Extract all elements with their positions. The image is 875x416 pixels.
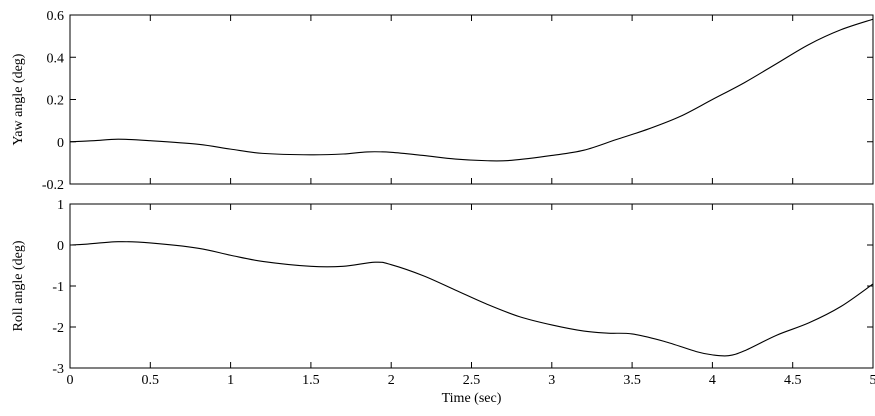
roll-x-tick-label: 1.5 — [302, 373, 320, 388]
roll-x-tick-label: 4.5 — [784, 373, 802, 388]
yaw-y-tick-label: 0 — [57, 136, 64, 151]
roll-series-line — [69, 241, 874, 357]
roll-x-axis-label: Time (sec) — [442, 391, 502, 406]
roll-x-tick-label: 4 — [709, 373, 716, 388]
roll-x-tick-label: 0 — [67, 373, 74, 388]
roll-plot: 0 0.5 1 1.5 2 2.5 3 3.5 4 4.5 5 -3 -2 -1 0 1 Roll angle … — [11, 198, 875, 406]
roll-y-tick-label: -3 — [52, 362, 64, 377]
roll-y-tick-label: 1 — [57, 198, 64, 213]
roll-x-tick-label: 1 — [227, 373, 234, 388]
roll-x-tick-label: 3 — [548, 373, 555, 388]
roll-y-axis-label: Roll angle (deg) — [11, 240, 26, 331]
yaw-y-tick-label: 0.2 — [47, 94, 65, 109]
roll-x-tick-label: 3.5 — [623, 373, 641, 388]
roll-axes-frame — [69, 203, 874, 369]
yaw-series-line — [69, 18, 874, 162]
roll-y-tick-label: -1 — [52, 280, 64, 295]
yaw-y-axis-label: Yaw angle (deg) — [11, 53, 26, 145]
yaw-axes-frame — [69, 14, 874, 185]
yaw-plot: -0.2 0 0.2 0.4 0.6 Yaw angle (deg) — [11, 9, 874, 193]
roll-x-tick-label: 5 — [870, 373, 875, 388]
roll-y-tick-label: 0 — [57, 239, 64, 254]
roll-x-tick-label: 2.5 — [463, 373, 481, 388]
yaw-y-tick-label: 0.6 — [47, 9, 65, 24]
yaw-y-tick-label: -0.2 — [42, 178, 64, 193]
yaw-y-tick-label: 0.4 — [47, 51, 65, 66]
roll-x-tick-label: 0.5 — [142, 373, 160, 388]
roll-y-tick-label: -2 — [52, 321, 64, 336]
roll-x-tick-label: 2 — [388, 373, 395, 388]
